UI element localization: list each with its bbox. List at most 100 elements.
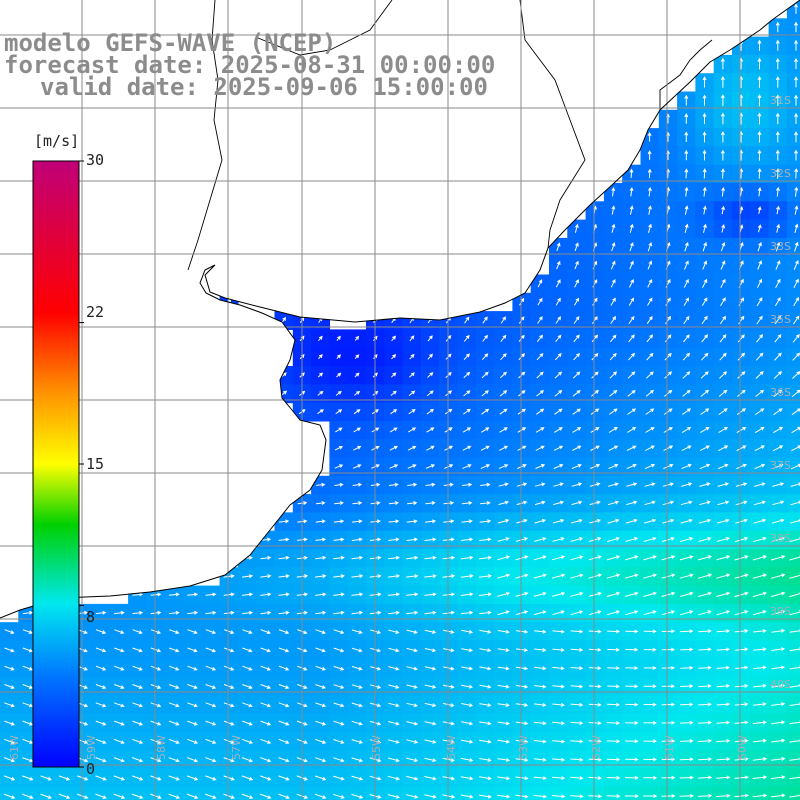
wind-arrow (407, 482, 418, 487)
wind-cell (732, 786, 751, 800)
wind-arrow (792, 333, 800, 343)
latitude-label: 39S (770, 605, 791, 618)
wind-arrow (680, 647, 694, 652)
wind-arrow (409, 353, 415, 360)
wind-arrow (427, 353, 434, 360)
wind-arrow (570, 666, 584, 671)
wind-arrow (95, 665, 107, 671)
wind-arrow (776, 205, 780, 215)
wind-arrow (551, 591, 566, 597)
wind-arrow (113, 757, 125, 763)
wind-arrow (699, 482, 711, 487)
longitude-label: 58W (155, 735, 168, 760)
wind-arrow (552, 757, 566, 762)
wind-arrow (665, 297, 671, 306)
wind-arrow (609, 371, 618, 379)
wind-arrow (499, 390, 508, 397)
wind-arrow (609, 389, 618, 397)
wind-arrow (150, 720, 162, 726)
wind-arrow (757, 75, 762, 88)
wind-arrow (424, 574, 437, 579)
wind-arrow (770, 775, 786, 780)
forecast-date: forecast date: 2025-08-31 00:00:00 (4, 51, 496, 79)
wind-arrow (643, 775, 658, 780)
longitude-label: 61W (8, 735, 21, 760)
wind-arrow (409, 372, 415, 378)
wind-arrow (627, 427, 637, 433)
wind-arrow (150, 665, 162, 671)
wind-arrow (4, 647, 15, 653)
wind-arrow (205, 610, 217, 615)
wind-arrow (753, 647, 767, 652)
wind-arrow (497, 684, 510, 689)
wind-arrow (552, 537, 565, 542)
wind-arrow (352, 501, 363, 506)
wind-arrow (736, 426, 747, 434)
wind-arrow (735, 518, 748, 524)
wind-arrow (624, 794, 639, 799)
wind-arrow (721, 223, 726, 233)
wind-arrow (426, 390, 434, 397)
wind-arrow (628, 297, 635, 306)
wind-arrow (702, 76, 707, 88)
wind-arrow (407, 445, 417, 451)
wind-arrow (680, 500, 693, 506)
wind-arrow (552, 702, 565, 707)
wind-arrow (755, 352, 764, 361)
wind-arrow (643, 591, 657, 597)
wind-arrow (424, 555, 437, 560)
wind-arrow (702, 205, 707, 215)
wind-arrow (661, 555, 676, 561)
wind-arrow (259, 793, 272, 799)
wind-arrow (22, 775, 34, 781)
wind-arrow (388, 721, 400, 726)
wind-cell (786, 54, 800, 74)
wind-arrow (187, 647, 198, 653)
wind-arrow (315, 519, 326, 524)
wind-arrow (461, 501, 473, 505)
wind-cell (530, 786, 550, 800)
wind-arrow (591, 316, 598, 324)
wind-arrow (698, 647, 712, 652)
wind-arrow (260, 592, 272, 597)
wind-arrow (424, 537, 437, 542)
wind-arrow (590, 463, 601, 469)
wind-arrow (533, 739, 547, 744)
wind-arrow (757, 206, 762, 214)
wind-arrow (424, 684, 437, 689)
wind-arrow (461, 684, 474, 689)
wind-arrow (608, 463, 619, 470)
wind-arrow (717, 500, 730, 506)
wind-arrow (628, 278, 634, 288)
wind-arrow (680, 629, 694, 634)
wind-arrow (552, 666, 565, 671)
wind-arrow (648, 205, 652, 215)
wind-arrow (681, 482, 693, 487)
wind-arrow (555, 279, 561, 288)
wind-arrow (554, 390, 563, 397)
wind-arrow (205, 647, 217, 653)
wind-arrow (406, 555, 419, 560)
wind-arrow (645, 408, 655, 415)
wind-arrow (753, 628, 767, 633)
wind-arrow (351, 793, 364, 799)
wind-arrow (336, 335, 341, 341)
wind-arrow (645, 445, 655, 452)
wind-arrow (478, 592, 492, 597)
wind-cell (786, 256, 800, 276)
wind-arrow (114, 684, 125, 689)
wind-arrow (390, 409, 398, 415)
wind-cell (786, 402, 800, 422)
wind-arrow (774, 334, 782, 343)
wind-arrow (388, 629, 400, 634)
wind-arrow (699, 445, 710, 452)
wind-arrow (607, 537, 620, 542)
wind-cell (146, 786, 166, 800)
wind-arrow (461, 648, 474, 653)
wind-arrow (610, 278, 616, 288)
wind-arrow (789, 628, 800, 633)
wind-arrow (95, 757, 107, 763)
wind-arrow (260, 757, 272, 763)
wind-arrow (789, 573, 800, 579)
wind-arrow (661, 629, 676, 634)
